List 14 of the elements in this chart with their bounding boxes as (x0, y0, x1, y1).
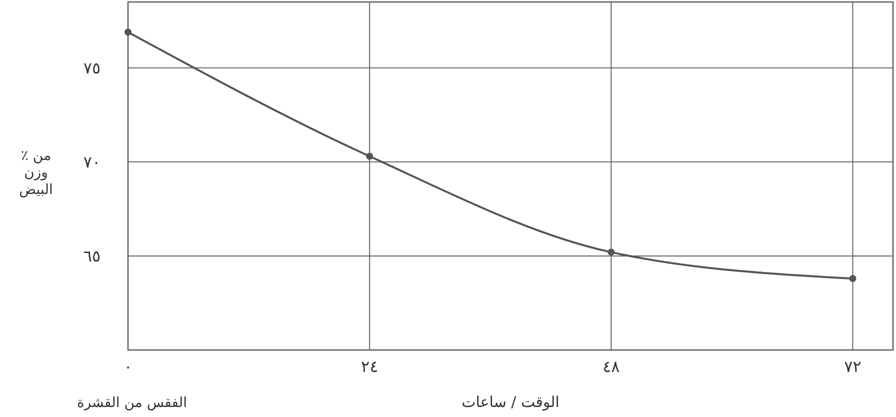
text: الفقس من القشرة (76, 395, 188, 411)
y-tick-label: ٧٠ (83, 152, 101, 172)
point (366, 152, 374, 160)
x-tick-label: ٢٤ (360, 357, 378, 376)
x-tick-label: ٧٢ (844, 357, 862, 376)
point (608, 248, 615, 256)
point (849, 275, 856, 282)
x-axis-title: الوقت / ساعات (462, 393, 560, 411)
x-tick-label: ٤٨ (602, 357, 620, 376)
y-tick-label: ٦٥ (83, 246, 101, 266)
y-tick-label: ٧٥ (83, 58, 101, 78)
y-axis-title: ٪ من وزن البيض (19, 148, 53, 198)
x-tick-label: ٠ (124, 357, 132, 376)
point (124, 28, 132, 36)
